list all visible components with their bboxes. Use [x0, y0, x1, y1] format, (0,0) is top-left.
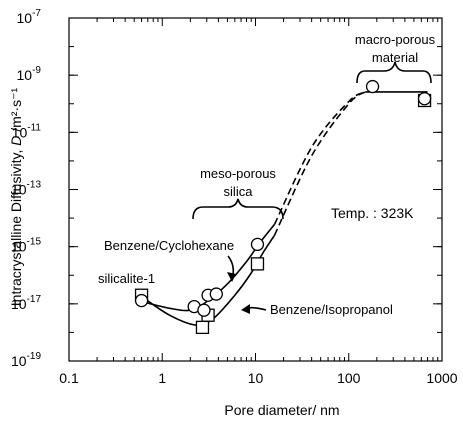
temperature-label: Temp. : 323K: [331, 205, 414, 221]
curve-solid-series-1: [141, 234, 276, 327]
markers: [134, 79, 432, 335]
macro-label-1: macro-porous: [355, 32, 436, 47]
x-tick-label: 1000: [426, 370, 457, 386]
silicalite-label: silicalite-1: [98, 271, 155, 286]
x-tick-label: 0.1: [59, 370, 79, 386]
y-axis-title-var: D: [8, 136, 24, 146]
meso-label-2: silica: [224, 184, 254, 199]
y-tick-label: 10-7: [17, 8, 42, 26]
curve-dashed-series-1: [273, 91, 366, 236]
isopropanol-arrowhead: [241, 304, 250, 314]
x-tick-label: 1: [158, 370, 166, 386]
x-tick-label: 100: [337, 370, 361, 386]
meso-brace: [192, 198, 284, 220]
y-tick-label: 10-15: [11, 237, 41, 255]
circle-point: [365, 79, 380, 94]
square-point: [250, 257, 265, 271]
ticks: 0.1 1 10 100 1000 10-19 10-17 10-15 10-13 10-11 10…: [11, 8, 458, 386]
annotations: macro-porous material meso-porous silica…: [98, 32, 436, 317]
y-tick-label: 10-17: [11, 294, 41, 312]
y-axis-title-unit: /m²·s⁻¹: [8, 87, 24, 135]
y-tick-label: 10-13: [11, 180, 41, 198]
circle-point: [134, 293, 149, 308]
y-tick-label: 10-19: [11, 351, 41, 369]
y-tick-label: 10-11: [12, 122, 42, 140]
isopropanol-label: Benzene/Isopropanol: [270, 302, 393, 317]
y-axis-title: Intracrystalline Diffusivity, D /m²·s⁻¹: [8, 87, 24, 306]
cyclohexane-label: Benzene/Cyclohexane: [104, 238, 234, 253]
macro-brace: [356, 61, 432, 84]
x-axis-title: Pore diameter/ nm: [224, 402, 339, 418]
circle-point: [209, 287, 223, 301]
x-tick-label: 10: [248, 370, 264, 386]
circle-point: [250, 237, 265, 252]
macro-label-2: material: [372, 50, 418, 65]
circle-point: [417, 92, 432, 106]
cyclohexane-arrowhead: [227, 272, 236, 282]
square-point: [195, 320, 210, 335]
circle-point: [197, 303, 211, 317]
y-tick-label: 10-9: [17, 65, 42, 83]
meso-label-1: meso-porous: [200, 166, 276, 181]
y-axis-title-prefix: Intracrystalline Diffusivity,: [8, 146, 24, 307]
